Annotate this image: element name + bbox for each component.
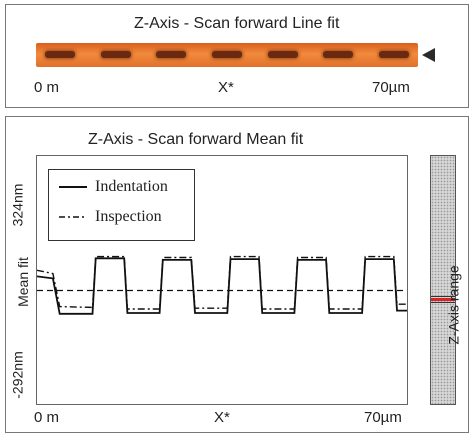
indentation-mark — [379, 51, 409, 58]
dash-dot-line-icon — [59, 216, 87, 218]
z-axis-range-bar[interactable] — [430, 155, 456, 405]
y-max-label: 324nm — [9, 183, 26, 227]
z-axis-range-label: Z-Axis range — [445, 265, 462, 345]
mean-fit-panel: Z-Axis - Scan forward Mean fit 324nm Mea… — [5, 116, 469, 433]
solid-line-icon — [59, 186, 87, 188]
z-range-marker[interactable] — [431, 296, 455, 303]
scan-line-strip — [36, 43, 418, 67]
indentation-mark — [212, 51, 242, 58]
chart-canvas — [37, 255, 407, 315]
series-line-indentation — [37, 257, 407, 315]
y-min-label: -292nm — [9, 351, 26, 399]
indentation-mark — [267, 51, 298, 58]
legend-label-inspection: Inspection — [95, 208, 162, 225]
indentation-mark — [45, 51, 75, 58]
mean-fit-x-end: 70µm — [364, 409, 402, 426]
y-mid-label: Mean fit — [14, 257, 31, 307]
scan-pointer-icon[interactable] — [422, 48, 435, 62]
mean-fit-title: Z-Axis - Scan forward Mean fit — [88, 131, 304, 148]
legend-item-inspection: Inspection — [59, 208, 162, 226]
series-line-inspection — [37, 255, 407, 310]
legend-label-indentation: Indentation — [95, 178, 168, 195]
line-fit-x-mid: X* — [218, 79, 234, 96]
line-fit-x-end: 70µm — [372, 79, 410, 96]
mean-fit-plot[interactable]: Indentation Inspection — [36, 155, 408, 405]
chart-legend: Indentation Inspection — [48, 169, 195, 241]
line-fit-x-start: 0 m — [34, 79, 60, 96]
line-fit-title: Z-Axis - Scan forward Line fit — [134, 15, 340, 32]
legend-item-indentation: Indentation — [59, 178, 168, 196]
indentation-mark — [323, 51, 354, 58]
mean-fit-x-start: 0 m — [34, 409, 60, 426]
mean-fit-x-mid: X* — [214, 409, 230, 426]
indentation-mark — [100, 51, 131, 58]
line-fit-panel: Z-Axis - Scan forward Line fit 0 m X* 70… — [5, 4, 469, 108]
indentation-mark — [156, 51, 187, 58]
